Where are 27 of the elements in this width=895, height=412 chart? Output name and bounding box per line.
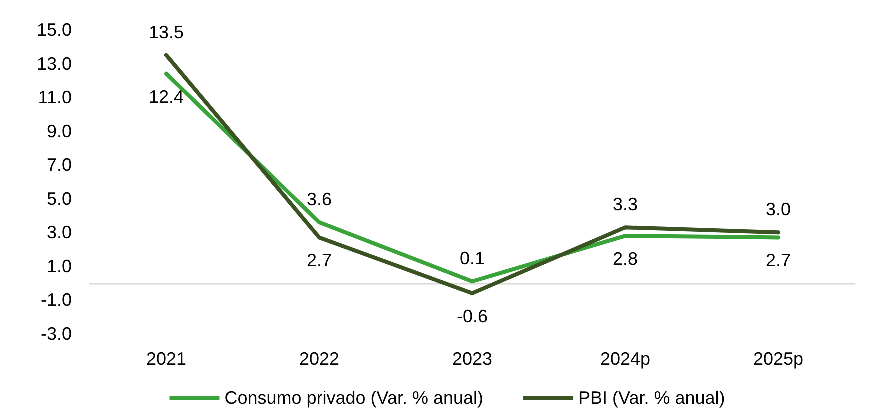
y-tick-label: 3.0 [46,222,72,243]
data-label: 3.6 [306,190,332,210]
y-tick-label: -3.0 [40,324,72,344]
x-tick-label: 2021 [146,349,187,369]
data-label: 2.7 [306,250,332,271]
data-label: 12.4 [148,86,184,107]
data-label: -0.6 [456,306,488,326]
y-tick-label: 1.0 [46,256,72,276]
y-tick-label: 13.0 [36,54,72,74]
y-tick-label: -1.0 [40,290,72,310]
legend-label: PBI (Var. % anual) [578,388,726,408]
data-label: 2.8 [612,249,638,270]
x-tick-label: 2024p [600,349,651,369]
x-tick-label: 2023 [452,349,493,369]
data-label: 0.1 [460,248,486,269]
y-tick-label: 5.0 [46,188,72,209]
data-label: 3.0 [766,200,792,220]
y-tick-label: 7.0 [46,155,72,176]
data-label: 3.3 [612,194,638,215]
data-label: 2.7 [766,250,792,271]
legend-label: Consumo privado (Var. % anual) [224,388,484,408]
x-tick-label: 2022 [299,349,340,369]
y-tick-label: 9.0 [46,121,72,142]
x-tick-label: 2025p [753,349,804,369]
y-tick-label: 11.0 [38,88,72,108]
y-tick-label: 15.0 [36,20,72,40]
data-label: 13.5 [148,22,184,42]
